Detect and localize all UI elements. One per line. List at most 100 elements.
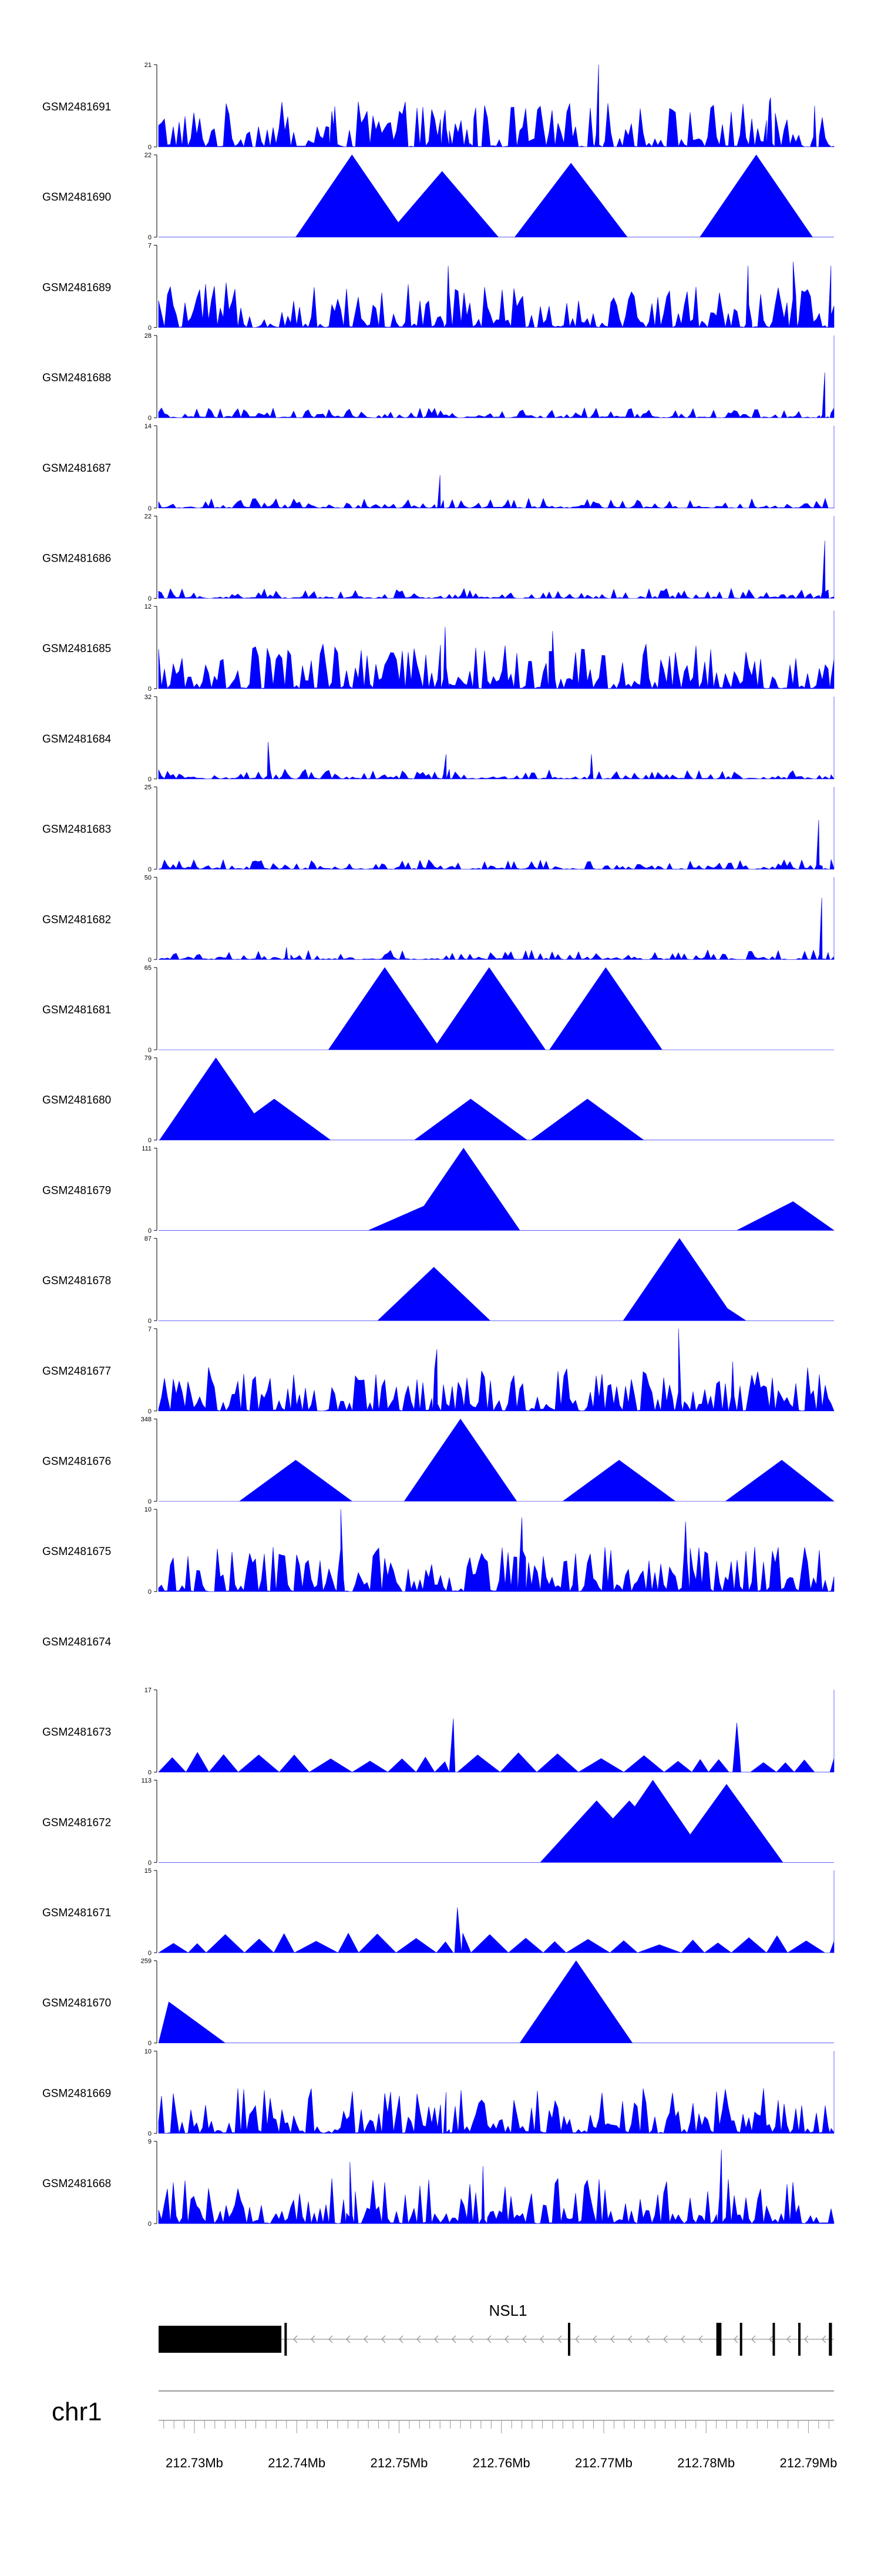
y-tick-label-max-gsm2481691: 21	[144, 62, 152, 69]
signal-area-gsm2481672	[159, 1779, 834, 1863]
strand-arrow	[469, 2335, 474, 2343]
gene-exon	[829, 2323, 832, 2356]
track-label-gsm2481676: GSM2481676	[42, 1456, 111, 1468]
y-tick-label-max-gsm2481673: 17	[144, 1687, 152, 1694]
gene-exon	[567, 2323, 570, 2356]
gene-exon	[284, 2323, 287, 2356]
y-tick-label-min-gsm2481679: 0	[148, 1227, 152, 1234]
track-label-gsm2481681: GSM2481681	[42, 1004, 111, 1016]
y-tick-label-max-gsm2481668: 9	[148, 2138, 152, 2145]
track-label-gsm2481682: GSM2481682	[42, 913, 111, 926]
strand-arrow	[804, 2335, 809, 2343]
y-tick-label-min-gsm2481670: 0	[148, 2040, 152, 2047]
y-tick-label-max-gsm2481682: 50	[144, 874, 152, 881]
track-label-gsm2481675: GSM2481675	[42, 1546, 111, 1558]
signal-area-gsm2481679	[159, 1147, 835, 1231]
signal-area-gsm2481685	[158, 610, 835, 690]
track-label-gsm2481689: GSM2481689	[42, 281, 111, 294]
strand-arrow	[311, 2335, 315, 2343]
y-tick-label-min-gsm2481676: 0	[148, 1499, 152, 1506]
y-tick-label-min-gsm2481671: 0	[148, 1950, 152, 1957]
y-tick-label-max-gsm2481690: 22	[144, 152, 152, 159]
strand-arrow	[628, 2335, 633, 2343]
strand-arrow	[698, 2335, 703, 2343]
y-tick-label-max-gsm2481684: 32	[144, 694, 152, 701]
strand-arrow	[540, 2335, 544, 2343]
y-tick-label-min-gsm2481678: 0	[148, 1318, 152, 1325]
y-tick-label-min-gsm2481669: 0	[148, 2130, 152, 2137]
strand-arrow	[416, 2335, 421, 2343]
strand-arrow	[487, 2335, 492, 2343]
signal-area-gsm2481681	[159, 967, 834, 1050]
y-tick-label-min-gsm2481682: 0	[148, 956, 152, 963]
strand-arrow	[769, 2335, 774, 2343]
signal-area-gsm2481670	[158, 1960, 834, 2043]
signal-area-gsm2481669	[158, 2051, 835, 2134]
strand-arrow	[786, 2335, 791, 2343]
strand-arrow	[522, 2335, 527, 2343]
signal-area-gsm2481675	[158, 1509, 835, 1593]
y-tick-label-max-gsm2481686: 22	[144, 513, 152, 520]
y-tick-label-min-gsm2481672: 0	[148, 1859, 152, 1866]
signal-area-gsm2481673	[158, 1690, 835, 1773]
gene-label: NSL1	[489, 2302, 527, 2319]
y-tick-label-min-gsm2481675: 0	[148, 1588, 152, 1596]
strand-arrow	[681, 2335, 685, 2343]
signal-area-gsm2481683	[158, 787, 835, 870]
y-tick-label-max-gsm2481670: 259	[141, 1958, 152, 1965]
y-tick-label-max-gsm2481671: 15	[144, 1868, 152, 1875]
strand-arrow	[663, 2335, 668, 2343]
strand-arrow	[734, 2335, 738, 2343]
strand-arrow	[645, 2335, 650, 2343]
strand-arrow	[346, 2335, 351, 2343]
signal-area-gsm2481671	[157, 1870, 835, 1953]
track-label-gsm2481668: GSM2481668	[42, 2178, 111, 2190]
y-tick-label-min-gsm2481689: 0	[148, 324, 152, 331]
x-tick-label: 212.75Mb	[371, 2456, 428, 2470]
y-tick-label-max-gsm2481688: 28	[144, 333, 152, 340]
signal-area-gsm2481689	[158, 261, 835, 328]
track-label-gsm2481685: GSM2481685	[42, 643, 111, 655]
y-tick-label-max-gsm2481676: 348	[141, 1416, 152, 1423]
track-label-gsm2481679: GSM2481679	[42, 1184, 111, 1197]
signal-area-gsm2481688	[158, 335, 835, 418]
y-tick-label-max-gsm2481683: 25	[144, 784, 152, 791]
track-label-gsm2481671: GSM2481671	[42, 1907, 111, 1919]
x-tick-label: 212.77Mb	[575, 2456, 633, 2470]
x-tick-label: 212.76Mb	[473, 2456, 530, 2470]
strand-arrow	[293, 2335, 298, 2343]
signal-area-gsm2481690	[159, 155, 834, 237]
y-tick-label-min-gsm2481687: 0	[148, 505, 152, 512]
x-tick-label: 212.78Mb	[677, 2456, 735, 2470]
y-tick-label-max-gsm2481685: 12	[144, 603, 152, 610]
track-label-gsm2481669: GSM2481669	[42, 2087, 111, 2100]
gene-exon	[772, 2323, 775, 2356]
strand-arrow	[610, 2335, 615, 2343]
strand-arrow	[328, 2335, 333, 2343]
y-tick-label-max-gsm2481681: 65	[144, 965, 152, 972]
y-tick-label-max-gsm2481675: 10	[144, 1506, 152, 1513]
track-label-gsm2481677: GSM2481677	[42, 1365, 111, 1378]
y-tick-label-min-gsm2481673: 0	[148, 1769, 152, 1776]
signal-area-gsm2481668	[158, 2150, 835, 2224]
track-label-gsm2481674: GSM2481674	[42, 1636, 112, 1648]
strand-arrow	[364, 2335, 368, 2343]
strand-arrow	[822, 2335, 826, 2343]
y-tick-label-max-gsm2481677: 7	[148, 1326, 152, 1333]
track-label-gsm2481686: GSM2481686	[42, 553, 111, 565]
y-tick-label-min-gsm2481680: 0	[148, 1137, 152, 1144]
y-tick-label-max-gsm2481678: 87	[144, 1235, 152, 1242]
gene-exon	[159, 2326, 282, 2353]
strand-arrow	[452, 2335, 456, 2343]
signal-area-gsm2481691	[158, 64, 835, 148]
y-tick-label-max-gsm2481679: 111	[142, 1145, 152, 1152]
strand-arrow	[381, 2335, 386, 2343]
signal-area-gsm2481678	[159, 1238, 834, 1321]
signal-area-gsm2481680	[159, 1057, 834, 1140]
gene-exon	[739, 2323, 742, 2356]
y-tick-label-min-gsm2481685: 0	[148, 686, 152, 693]
y-tick-label-min-gsm2481688: 0	[148, 415, 152, 422]
x-tick-label: 212.73Mb	[166, 2456, 223, 2470]
gene-exon	[798, 2323, 801, 2356]
